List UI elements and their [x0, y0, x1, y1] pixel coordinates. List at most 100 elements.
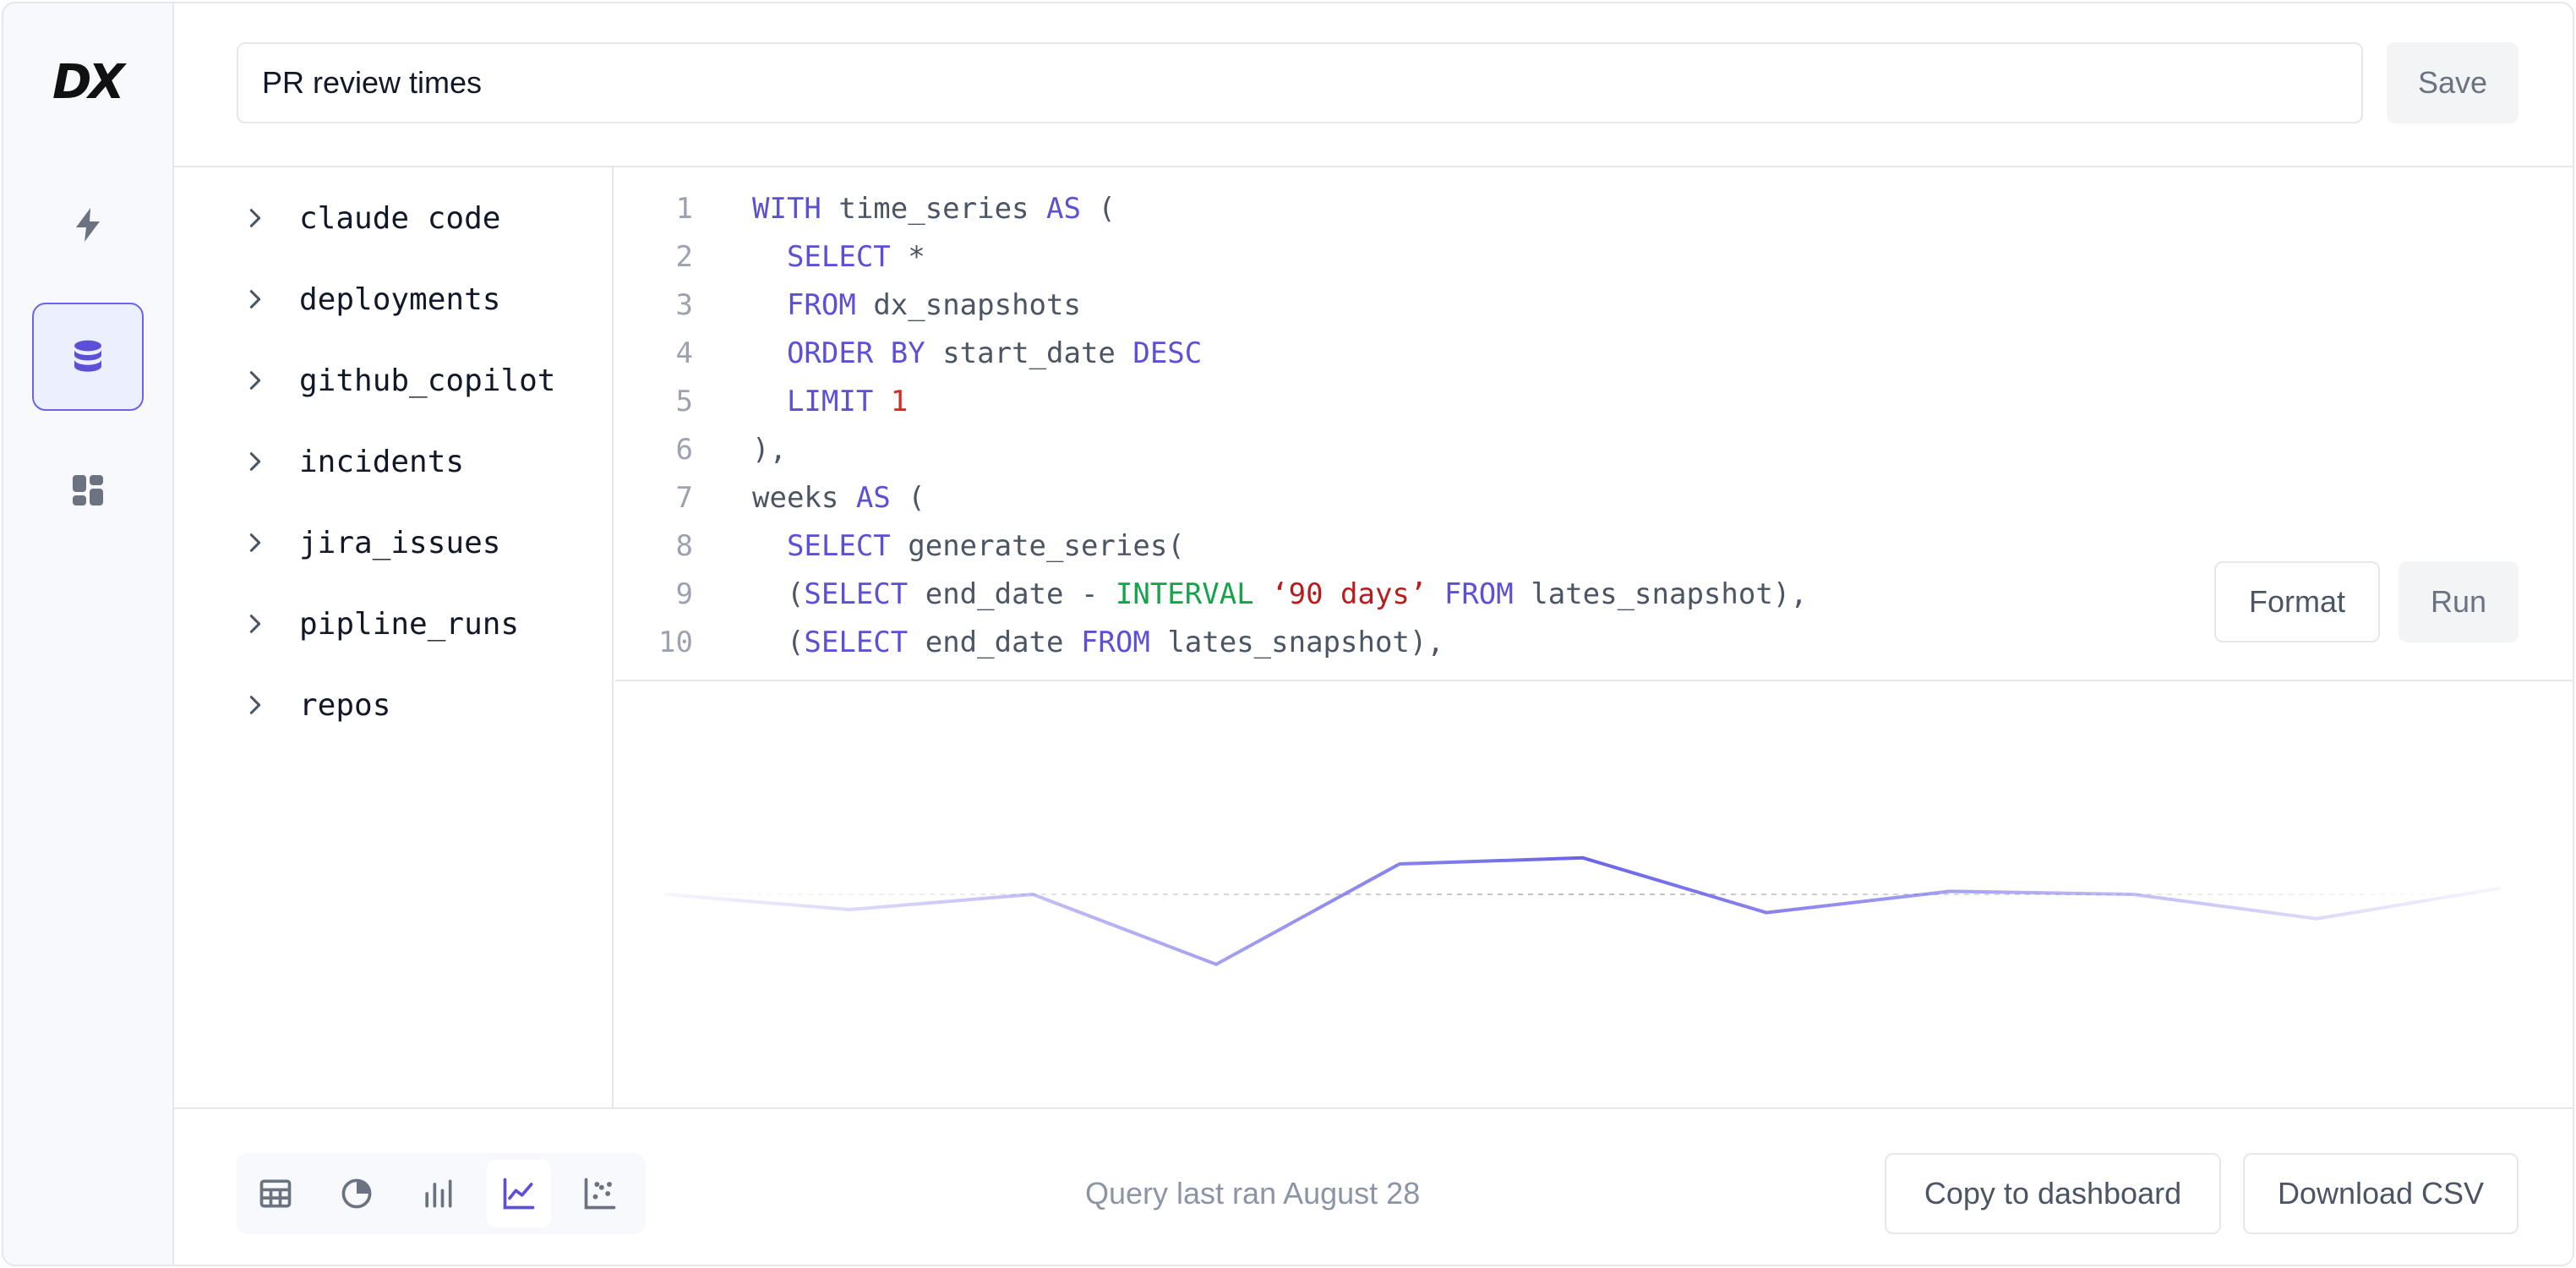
code-line: 2 SELECT *: [615, 232, 925, 281]
code-line: 7 weeks AS (: [615, 473, 925, 522]
sidebar-item-dashboards[interactable]: [32, 436, 144, 544]
chevron-right-icon: [249, 371, 261, 390]
code-token: FROM: [1080, 625, 1150, 659]
viz-type-table[interactable]: [243, 1160, 308, 1227]
line-number: 4: [675, 336, 693, 370]
line-chart: [664, 855, 2502, 966]
viz-type-bar-chart[interactable]: [406, 1160, 470, 1227]
run-button[interactable]: Run: [2399, 561, 2519, 642]
schema-table-item[interactable]: deployments: [243, 274, 500, 325]
schema-table-item[interactable]: incidents: [243, 436, 464, 487]
line-number: 3: [675, 287, 693, 322]
code-token: SELECT: [786, 239, 891, 274]
code-token: FROM: [1444, 577, 1514, 611]
code-token: [752, 288, 787, 322]
viz-type-line-chart[interactable]: [487, 1160, 551, 1227]
schema-table-item[interactable]: github_copilot: [243, 355, 555, 406]
code-token: ‘90 days’: [1271, 577, 1427, 611]
code-token: SELECT: [804, 577, 909, 611]
code-line: 9 (SELECT end_date - INTERVAL ‘90 days’ …: [615, 570, 1808, 618]
line-chart-icon: [503, 1178, 535, 1210]
bar-chart-icon: [425, 1179, 452, 1208]
schema-table-label: claude code: [299, 200, 501, 236]
code-token: lates_snapshot),: [1513, 577, 1808, 611]
copy-to-dashboard-button[interactable]: Copy to dashboard: [1885, 1153, 2221, 1234]
line-number: 5: [675, 384, 693, 418]
sidebar-item-bolt[interactable]: [32, 171, 144, 279]
sidebar-item-database[interactable]: [32, 303, 144, 411]
sidebar: DX: [3, 3, 174, 1265]
code-token: (: [890, 480, 925, 515]
chevron-right-icon: [249, 615, 261, 633]
chevron-right-icon: [249, 290, 261, 309]
line-number: 10: [658, 625, 693, 659]
schema-table-label: github_copilot: [299, 363, 556, 398]
code-token: dx_snapshots: [855, 287, 1081, 322]
bolt-icon: [76, 208, 100, 242]
code-token: lates_snapshot),: [1149, 625, 1444, 659]
code-line: 8 SELECT generate_series(: [615, 522, 1185, 570]
query-header: Save: [174, 3, 2573, 167]
code-token: end_date: [908, 625, 1081, 659]
code-token: [752, 529, 787, 563]
schema-table-item[interactable]: jira_issues: [243, 517, 500, 568]
code-token: DESC: [1132, 336, 1203, 370]
code-token: SELECT: [786, 528, 891, 563]
code-token: (: [752, 577, 805, 611]
schema-table-item[interactable]: claude code: [243, 193, 500, 243]
database-icon: [74, 340, 101, 372]
chevron-right-icon: [249, 452, 261, 471]
code-token: [752, 385, 787, 418]
dashboard-icon: [73, 475, 103, 506]
results-footer: Query last ran August 28 Copy to dashboa…: [174, 1107, 2573, 1265]
code-token: end_date -: [908, 577, 1116, 611]
dx-logo: DX: [52, 55, 125, 110]
line-number: 6: [675, 432, 693, 467]
viz-type-pie-chart[interactable]: [325, 1160, 389, 1227]
code-token: weeks: [752, 480, 856, 515]
chart-panel: [615, 683, 2573, 1107]
code-token: [752, 240, 787, 274]
download-csv-button[interactable]: Download CSV: [2243, 1153, 2519, 1234]
code-token: INTERVAL: [1115, 577, 1254, 611]
line-number: 8: [675, 528, 693, 563]
query-title-input[interactable]: [237, 42, 2363, 123]
code-line: 10 (SELECT end_date FROM lates_snapshot)…: [615, 618, 1444, 666]
pie-chart-icon: [341, 1178, 372, 1209]
save-button[interactable]: Save: [2387, 42, 2519, 123]
chevron-right-icon: [249, 533, 261, 552]
code-line: 3 FROM dx_snapshots: [615, 281, 1081, 329]
code-line: 6),: [615, 425, 787, 473]
schema-table-label: pipline_runs: [299, 606, 520, 642]
code-token: AS: [1046, 191, 1081, 226]
viz-type-scatter-chart[interactable]: [568, 1160, 632, 1227]
line-number: 1: [675, 191, 693, 226]
code-token: (: [1080, 191, 1116, 226]
schema-table-label: deployments: [299, 281, 501, 317]
code-token: time_series: [821, 191, 1046, 226]
code-line: 4 ORDER BY start_date DESC: [615, 329, 1203, 377]
code-token: *: [890, 239, 925, 274]
schema-table-item[interactable]: repos: [243, 680, 390, 730]
code-token: start_date: [925, 336, 1133, 370]
code-token: [752, 336, 787, 370]
schema-table-label: jira_issues: [299, 525, 501, 560]
sql-editor[interactable]: 10 (SELECT end_date FROM lates_snapshot)…: [615, 167, 2573, 681]
code-token: AS: [855, 480, 891, 515]
schema-table-label: repos: [299, 687, 391, 723]
line-number: 2: [675, 239, 693, 274]
schema-table-item[interactable]: pipline_runs: [243, 598, 519, 649]
code-token: ),: [752, 432, 787, 467]
code-line: 5 LIMIT 1: [615, 377, 909, 425]
code-token: 1: [890, 384, 909, 418]
chart-series-line: [664, 855, 2502, 966]
schema-table-label: incidents: [299, 444, 465, 479]
query-status-text: Query last ran August 28: [1085, 1176, 1421, 1211]
code-token: LIMIT: [786, 384, 874, 418]
format-button[interactable]: Format: [2214, 561, 2380, 642]
visualization-type-selector: [237, 1153, 646, 1234]
code-token: generate_series(: [890, 528, 1185, 563]
code-line: 1 WITH time_series AS (: [615, 184, 1116, 232]
line-number: 9: [675, 577, 693, 611]
